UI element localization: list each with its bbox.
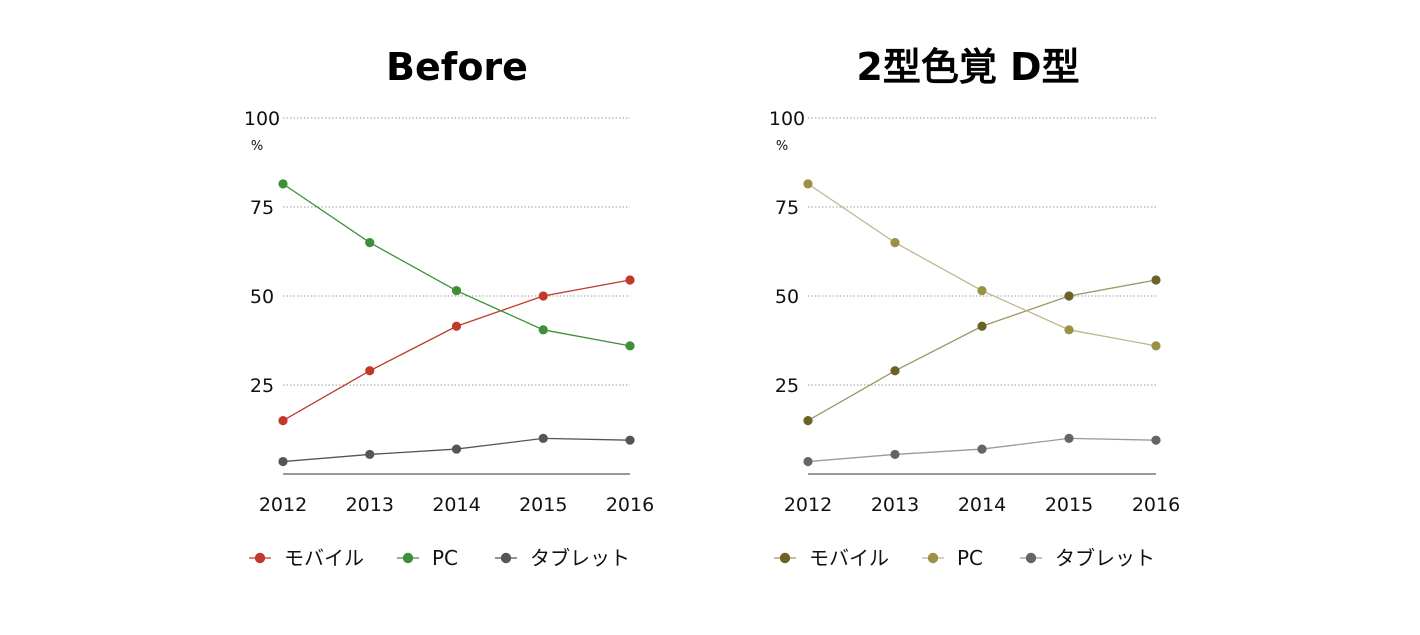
x-tick-label: 2014 [958,494,1006,516]
series-line [807,279,1157,422]
data-point [451,286,462,296]
y-tick-label: 75 [250,197,274,219]
x-tick-label: 2013 [346,494,394,516]
data-point [1064,433,1074,443]
chart-title: Before [386,45,528,89]
data-point [538,325,548,335]
data-point [1151,275,1161,285]
data-point [365,449,375,460]
y-tick-label: 50 [775,286,799,308]
data-point [625,341,635,351]
data-point [278,456,288,467]
x-tick-label: 2016 [1132,494,1180,516]
data-point [1064,325,1074,335]
x-tick-label: 2016 [606,494,654,516]
data-point [977,286,987,296]
legend-marker [1025,552,1037,564]
y-unit-label: % [251,139,263,154]
data-point [890,449,900,460]
y-tick-label: 75 [775,197,799,219]
series-line [282,183,631,347]
legend-label: タブレット [530,546,630,570]
x-tick-label: 2012 [784,494,832,516]
x-tick-label: 2015 [519,494,567,516]
series-line [807,183,1157,347]
data-point [1064,291,1074,301]
data-point [890,366,900,376]
y-tick-label: 25 [775,375,799,397]
legend-label: PC [432,546,458,570]
data-point [451,444,462,454]
data-point [803,179,813,189]
y-unit-label: % [776,139,788,154]
y-tick-label: 100 [769,108,805,130]
y-tick-label: 25 [250,375,274,397]
data-point [625,435,635,445]
legend-label: PC [957,546,983,570]
data-point [365,238,375,248]
chart-title: 2型色覚 D型 [856,45,1079,89]
data-point [538,433,548,443]
legend-label: モバイル [284,546,364,570]
legend-marker [779,552,791,564]
legend-marker [500,552,512,564]
y-tick-label: 100 [244,108,280,130]
data-point [977,321,987,331]
series-line [282,279,631,422]
data-point [278,179,288,189]
chart-deuteranopia: 2型色覚 D型 25 50 75 100% 2012 2013 2014 2015 2016 モバイ… [769,45,1180,570]
data-point [278,416,288,426]
legend-label: モバイル [809,546,889,570]
data-point [803,416,813,426]
data-point [1151,435,1161,445]
data-point [1151,341,1161,351]
chart-before: Before 25 50 75 100% 2012 2013 2014 2015 2016 モバイル… [244,45,654,570]
x-tick-label: 2015 [1045,494,1093,516]
x-tick-label: 2012 [259,494,307,516]
y-tick-label: 50 [250,286,274,308]
data-point [451,321,462,331]
data-point [977,444,987,454]
data-point [803,456,813,467]
legend-marker [402,552,414,564]
x-tick-label: 2014 [432,494,480,516]
data-point [890,238,900,248]
legend-marker [927,552,939,564]
x-tick-label: 2013 [871,494,919,516]
legend-label: タブレット [1055,546,1155,570]
data-point [538,291,548,301]
legend-marker [254,552,266,564]
data-point [625,275,635,285]
data-point [365,366,375,376]
